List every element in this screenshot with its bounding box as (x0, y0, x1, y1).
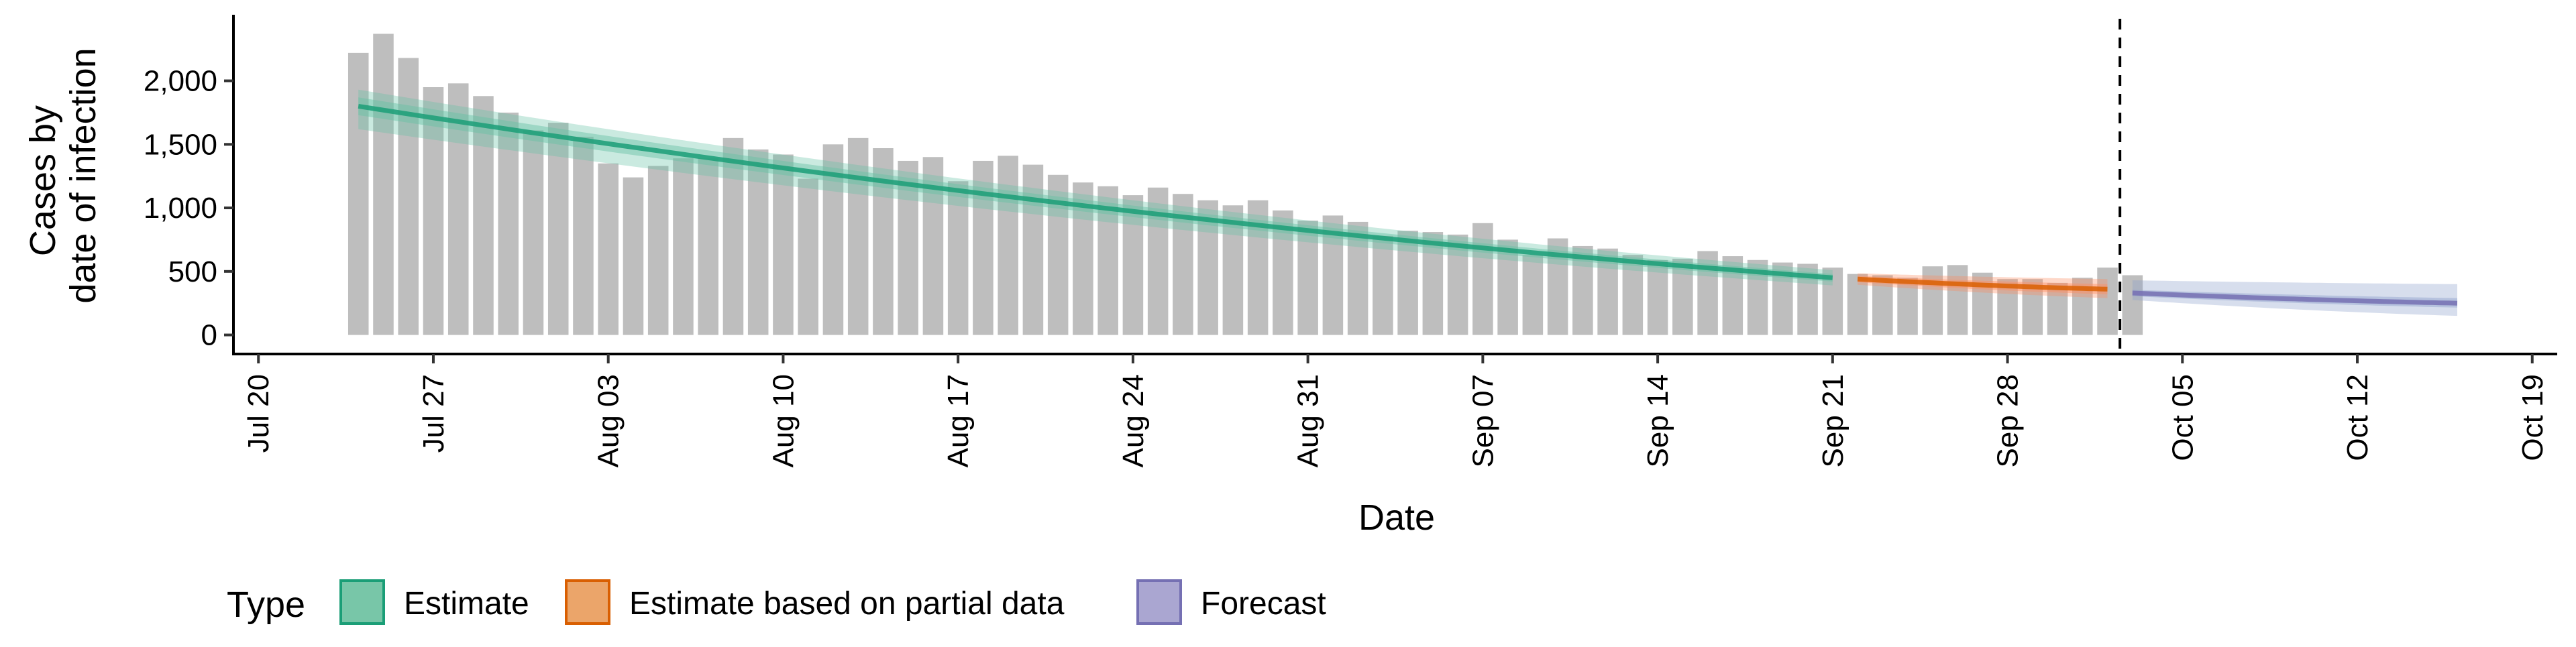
bar (1647, 259, 1668, 335)
bar (1872, 275, 1893, 335)
x-tick-label: Sep 21 (1817, 374, 1849, 467)
axes-group (232, 15, 2557, 355)
bar (547, 123, 569, 335)
x-tick-label: Jul 20 (242, 374, 275, 453)
legend-title: Type (227, 585, 305, 625)
bar (773, 154, 794, 335)
y-axis-title: Cases by date of infection (23, 48, 103, 303)
bar (847, 137, 869, 335)
bar (1347, 221, 1368, 335)
median-line-group (358, 103, 2458, 306)
bar (523, 130, 544, 335)
x-tick-label: Oct 05 (2166, 374, 2199, 461)
bar (698, 158, 718, 335)
bar (1273, 210, 1293, 335)
x-axis-ticks: Jul 20 Jul 27 Aug 03 Aug 10 Aug 17 Aug 24 Aug … (242, 354, 2549, 467)
bar (1397, 231, 1418, 335)
y-tick-label: 1,500 (144, 128, 217, 161)
y-axis-title-line-1: Cases by (23, 105, 63, 256)
bar (373, 34, 394, 335)
band-inner (358, 97, 1833, 282)
bar (747, 149, 769, 335)
bar (1447, 234, 1468, 335)
bar-group (347, 34, 2143, 335)
bar (1297, 221, 1318, 335)
bar (1373, 235, 1393, 335)
y-tick-label: 0 (201, 319, 217, 352)
x-tick-label: Sep 07 (1466, 374, 1499, 467)
x-tick-label: Oct 19 (2516, 374, 2549, 461)
x-tick-label: Aug 03 (592, 374, 625, 467)
median-line (1857, 276, 2108, 292)
y-tick-label: 500 (168, 255, 217, 288)
legend-label-partial: Estimate based on partial data (629, 586, 1065, 622)
bar (423, 87, 444, 335)
bar (447, 83, 469, 335)
bar (1672, 258, 1693, 335)
bar (2122, 275, 2143, 335)
bar (2097, 268, 2118, 335)
y-axis-title-line-2: date of infection (63, 48, 103, 303)
bar (473, 96, 494, 335)
bar (1497, 239, 1518, 335)
x-tick-label: Aug 17 (942, 374, 975, 467)
bar (1422, 232, 1444, 335)
bar (798, 178, 818, 335)
x-tick-label: Aug 31 (1292, 374, 1325, 467)
bar (947, 181, 969, 335)
bar (1597, 248, 1618, 335)
x-tick-label: Aug 24 (1117, 374, 1150, 467)
x-tick-label: Aug 10 (767, 374, 800, 467)
legend-label-forecast: Forecast (1201, 586, 1326, 622)
bar (1847, 274, 1868, 335)
bar (623, 177, 644, 335)
bar (1022, 164, 1044, 335)
bar (2047, 282, 2068, 335)
bar (598, 163, 619, 335)
bar (1947, 265, 1968, 335)
x-axis-title: Date (1358, 497, 1435, 538)
bar (1922, 266, 1943, 335)
bar (498, 112, 519, 335)
x-tick-label: Jul 27 (417, 374, 450, 453)
bar (1122, 195, 1144, 335)
bar (673, 158, 694, 335)
x-tick-label: Sep 28 (1992, 374, 2025, 467)
bar (898, 160, 918, 335)
y-axis-ticks: 0 500 1,000 1,500 2,000 (144, 65, 233, 352)
bar (1572, 245, 1593, 335)
bar (647, 166, 669, 335)
legend-label-estimate: Estimate (404, 586, 529, 622)
bar (1222, 205, 1244, 335)
legend-key-forecast (1136, 579, 1182, 625)
legend-key-estimate (339, 579, 385, 625)
bar (1472, 223, 1493, 335)
bar (722, 137, 744, 335)
bar (398, 58, 419, 335)
legend-key-partial (565, 579, 610, 625)
legend: Type Estimate Estimate based on partial … (227, 579, 1326, 625)
y-tick-label: 1,000 (144, 192, 217, 225)
median-line (358, 103, 1833, 280)
bar (1897, 278, 1918, 335)
median-line (2132, 290, 2458, 306)
bar (998, 156, 1018, 335)
bar (1622, 255, 1644, 335)
bar (347, 52, 369, 335)
y-tick-label: 2,000 (144, 65, 217, 98)
x-tick-label: Sep 14 (1642, 374, 1674, 467)
bar (1522, 255, 1544, 335)
bar (973, 160, 994, 335)
x-tick-label: Oct 12 (2341, 374, 2374, 461)
bar (573, 136, 594, 335)
